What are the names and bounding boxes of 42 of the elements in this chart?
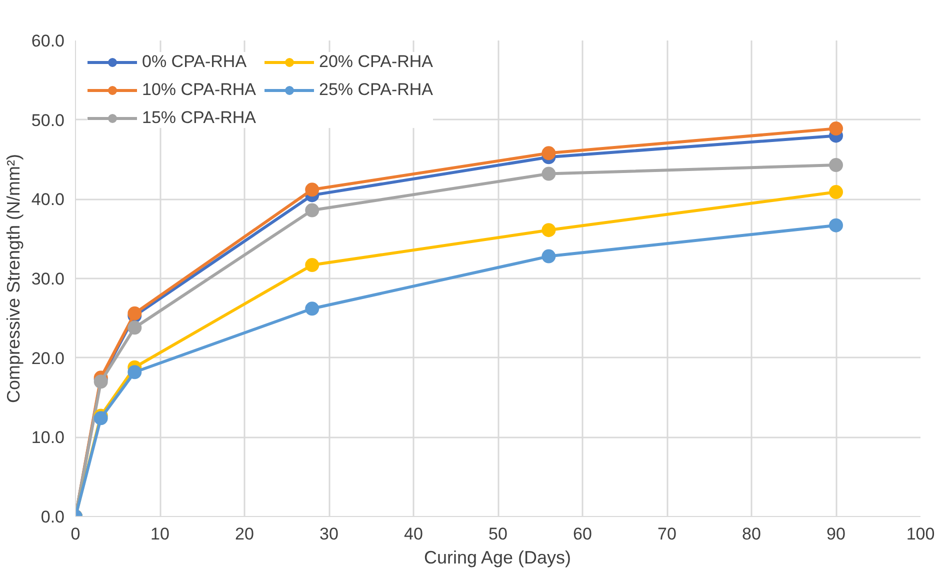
x-tick-label: 70: [658, 524, 676, 544]
x-tick-label: 80: [742, 524, 761, 544]
point: [542, 166, 556, 181]
point: [94, 411, 108, 426]
x-tick-label: 10: [150, 524, 170, 544]
y-tick-label: 30.0: [31, 270, 65, 288]
legend-label: 15% CPA-RHA: [142, 108, 256, 128]
point: [305, 203, 320, 218]
x-tick-label: 30: [320, 524, 338, 544]
point: [542, 146, 556, 160]
point: [128, 320, 142, 335]
point: [305, 258, 320, 272]
y-tick-label: 10.0: [31, 428, 65, 448]
point: [94, 374, 108, 389]
point: [305, 182, 320, 197]
x-tick-label: 40: [404, 524, 423, 544]
point: [829, 158, 843, 172]
x-tick-label: 90: [826, 524, 846, 544]
x-axis-title: Curing Age (Days): [424, 548, 572, 568]
x-tick-label: 100: [906, 524, 935, 544]
point: [542, 223, 556, 238]
point: [829, 185, 843, 200]
legend-label: 20% CPA-RHA: [319, 52, 433, 72]
y-tick-label: 50.0: [31, 110, 65, 130]
point: [305, 302, 320, 316]
point: [128, 306, 142, 320]
y-tick-label: 20.0: [31, 348, 65, 368]
legend-label: 0% CPA-RHA: [142, 52, 247, 72]
y-tick-label: 60.0: [31, 32, 65, 50]
y-tick-label: 0.0: [40, 508, 65, 526]
point: [829, 218, 843, 232]
y-tick-label: 40.0: [31, 190, 65, 210]
x-tick-label: 60: [573, 524, 592, 544]
x-tick-label: 50: [488, 524, 508, 544]
point: [128, 365, 142, 380]
x-tick-label: 20: [235, 524, 254, 544]
point: [542, 249, 556, 264]
x-tick-label: 0: [70, 524, 80, 544]
point: [829, 122, 843, 136]
legend-label: 10% CPA-RHA: [142, 80, 256, 100]
y-axis-title: Compressive Strength (N/mm²): [3, 154, 24, 404]
legend-label: 25% CPA-RHA: [319, 80, 433, 100]
